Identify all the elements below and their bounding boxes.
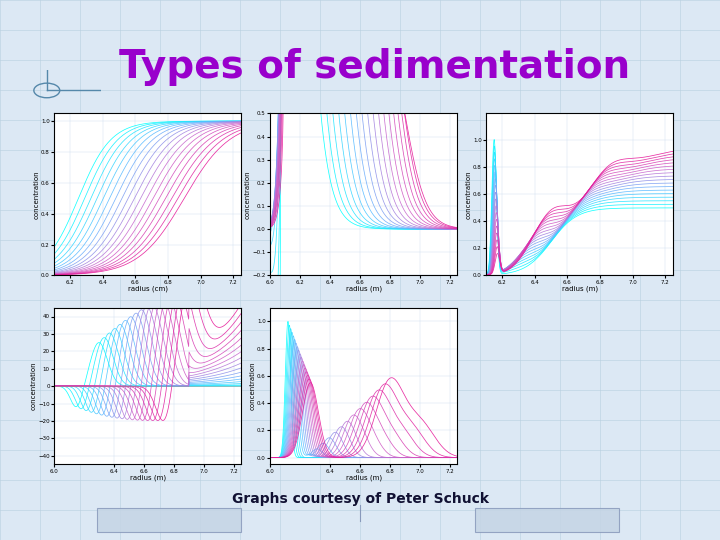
Y-axis label: concentration: concentration bbox=[250, 362, 256, 410]
X-axis label: radius (m): radius (m) bbox=[346, 286, 382, 293]
X-axis label: radius (m): radius (m) bbox=[130, 475, 166, 482]
Y-axis label: concentration: concentration bbox=[31, 362, 37, 410]
Y-axis label: concentration: concentration bbox=[466, 170, 472, 219]
X-axis label: radius (cm): radius (cm) bbox=[127, 286, 168, 293]
Y-axis label: concentration: concentration bbox=[245, 170, 251, 219]
X-axis label: radius (m): radius (m) bbox=[346, 475, 382, 482]
X-axis label: radius (m): radius (m) bbox=[562, 286, 598, 293]
Text: Graphs courtesy of Peter Schuck: Graphs courtesy of Peter Schuck bbox=[232, 492, 488, 507]
Y-axis label: concentration: concentration bbox=[34, 170, 40, 219]
Text: Types of sedimentation: Types of sedimentation bbox=[119, 49, 630, 86]
